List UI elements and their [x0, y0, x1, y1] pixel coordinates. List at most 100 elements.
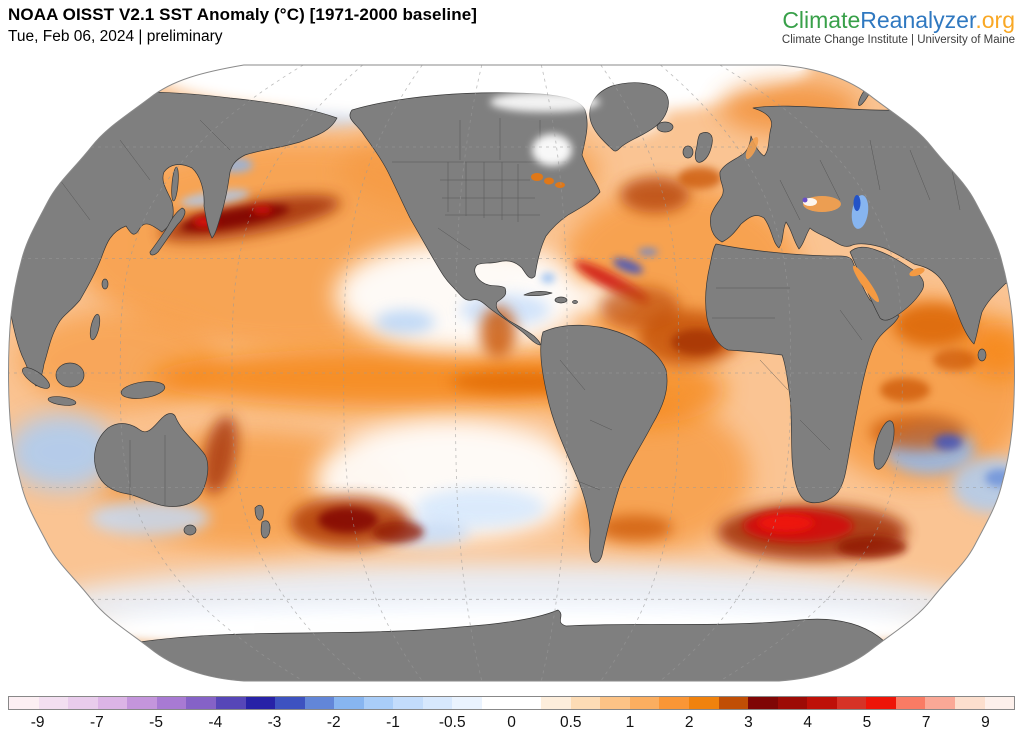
- colorbar-segment-16: [482, 697, 512, 709]
- colorbar-tick-7: 7: [921, 714, 931, 731]
- colorbar-tick-0.5: 0.5: [559, 714, 582, 731]
- colorbar-segment-29: [866, 697, 896, 709]
- colorbar-tick--4: -4: [208, 714, 223, 731]
- colorbar-tick-labels: -9 -7 -5 -4 -3 -2 -1 -0.5 0 0.5 1 2 3 4 5 7 9: [8, 714, 1015, 736]
- colorbar-segment-17: [511, 697, 542, 709]
- land-iceland: [656, 121, 674, 133]
- colorbar-segment-20: [600, 697, 630, 709]
- ocean-warm-cores: [159, 82, 977, 560]
- colorbar-segment-24: [718, 697, 749, 709]
- colorbar-tick--7: -7: [89, 714, 104, 731]
- caspian-cold-core: [853, 195, 861, 211]
- colorbar-segment-18: [541, 697, 571, 709]
- colorbar-segment-2: [68, 697, 98, 709]
- colorbar-tick--9: -9: [30, 714, 45, 731]
- colorbar-segment-32: [955, 697, 985, 709]
- land-new-guinea: [120, 381, 166, 399]
- colorbar-tick--1: -1: [386, 714, 400, 731]
- date-subtitle: Tue, Feb 06, 2024 | preliminary: [8, 28, 223, 45]
- colorbar-segment-26: [777, 697, 808, 709]
- colorbar-tick-4: 4: [803, 714, 812, 731]
- land-britain: [694, 132, 713, 163]
- colorbar-tick-2: 2: [684, 714, 694, 731]
- canadian-arctic-channels: [490, 92, 600, 112]
- land-greenland: [589, 82, 669, 152]
- land-tasmania: [183, 524, 197, 536]
- great-lake-3: [555, 182, 565, 188]
- land-sakhalin: [171, 166, 179, 202]
- land-philippines: [89, 313, 101, 341]
- colorbar-segment-28: [836, 697, 867, 709]
- red-sea: [852, 265, 880, 303]
- anomaly-colorbar: [8, 696, 1015, 710]
- colorbar-tick-9: 9: [981, 714, 990, 731]
- page-title: NOAA OISST V2.1 SST Anomaly (°C) [1971-2…: [8, 5, 478, 24]
- black-sea-cold-spot: [802, 197, 808, 203]
- land-madagascar: [873, 420, 895, 470]
- land-borneo: [55, 362, 85, 388]
- colorbar-segment-1: [38, 697, 69, 709]
- colorbar-segment-25: [748, 697, 778, 709]
- colorbar-tick--2: -2: [326, 714, 341, 731]
- great-lake-1: [531, 173, 543, 181]
- colorbar-tick--5: -5: [149, 714, 163, 731]
- colorbar-segment-23: [688, 697, 719, 709]
- colorbar-segment-14: [422, 697, 453, 709]
- colorbar-tick-5: 5: [862, 714, 872, 731]
- sst-anomaly-map: [0, 60, 1024, 685]
- land-cuba: [523, 291, 553, 297]
- colorbar-segment-31: [925, 697, 955, 709]
- logo-wordmark: ClimateReanalyzer.org: [782, 8, 1015, 32]
- colorbar-segment-5: [156, 697, 187, 709]
- bahamas-cool-spot: [541, 273, 555, 283]
- logo-tagline: Climate Change Institute | University of…: [781, 34, 1015, 46]
- colorbar-segment-30: [895, 697, 926, 709]
- graticule: [8, 65, 1015, 681]
- colorbar-segment-21: [629, 697, 660, 709]
- logo-part-climate: Climate: [782, 7, 861, 33]
- colorbar-segment-7: [215, 697, 246, 709]
- colorbar-segment-11: [334, 697, 364, 709]
- land-hispaniola: [554, 296, 568, 304]
- colorbar-segment-10: [304, 697, 335, 709]
- colorbar-segment-22: [659, 697, 689, 709]
- header: NOAA OISST V2.1 SST Anomaly (°C) [1971-2…: [8, 5, 477, 46]
- colorbar-segment-3: [97, 697, 128, 709]
- logo-part-reanalyzer: Reanalyzer: [860, 7, 976, 33]
- colorbar-segment-0: [9, 697, 39, 709]
- persian-gulf: [909, 267, 925, 277]
- colorbar-tick-0: 0: [507, 714, 516, 731]
- great-lake-2: [544, 177, 554, 185]
- colorbar-segment-19: [570, 697, 601, 709]
- land-south-america: [540, 324, 668, 563]
- land-australia: [94, 413, 209, 507]
- climate-reanalyzer-logo: ClimateReanalyzer.org Climate Change Ins…: [782, 8, 1015, 46]
- colorbar-segment-15: [452, 697, 482, 709]
- colorbar-segment-4: [127, 697, 157, 709]
- land-puerto-rico: [572, 300, 578, 304]
- projection-outline: [7, 64, 1016, 682]
- world-map-robinson-projection: [7, 64, 1016, 682]
- hudson-bay-ice: [532, 134, 572, 166]
- land-java: [47, 396, 77, 406]
- lakes-and-inland-seas: [490, 92, 925, 303]
- logo-part-org: .org: [975, 7, 1015, 33]
- colorbar-segment-12: [363, 697, 394, 709]
- land-japan: [149, 207, 186, 256]
- land-arabia: [849, 246, 924, 321]
- colorbar-segment-9: [275, 697, 305, 709]
- colorbar-segment-13: [393, 697, 423, 709]
- colorbar-tick-1: 1: [625, 714, 635, 731]
- colorbar-segment-8: [245, 697, 276, 709]
- land-sri-lanka: [977, 348, 987, 362]
- colorbar-segment-6: [186, 697, 216, 709]
- colorbar-segment-33: [984, 697, 1015, 709]
- colorbar-segment-27: [807, 697, 837, 709]
- land-taiwan: [101, 278, 109, 290]
- colorbar-tick--0.5: -0.5: [438, 714, 466, 731]
- land-new-zealand: [254, 504, 271, 539]
- colorbar-tick-3: 3: [744, 714, 753, 731]
- colorbar-tick--3: -3: [267, 714, 282, 731]
- baltic-sea: [745, 136, 759, 160]
- land-ireland: [682, 145, 694, 159]
